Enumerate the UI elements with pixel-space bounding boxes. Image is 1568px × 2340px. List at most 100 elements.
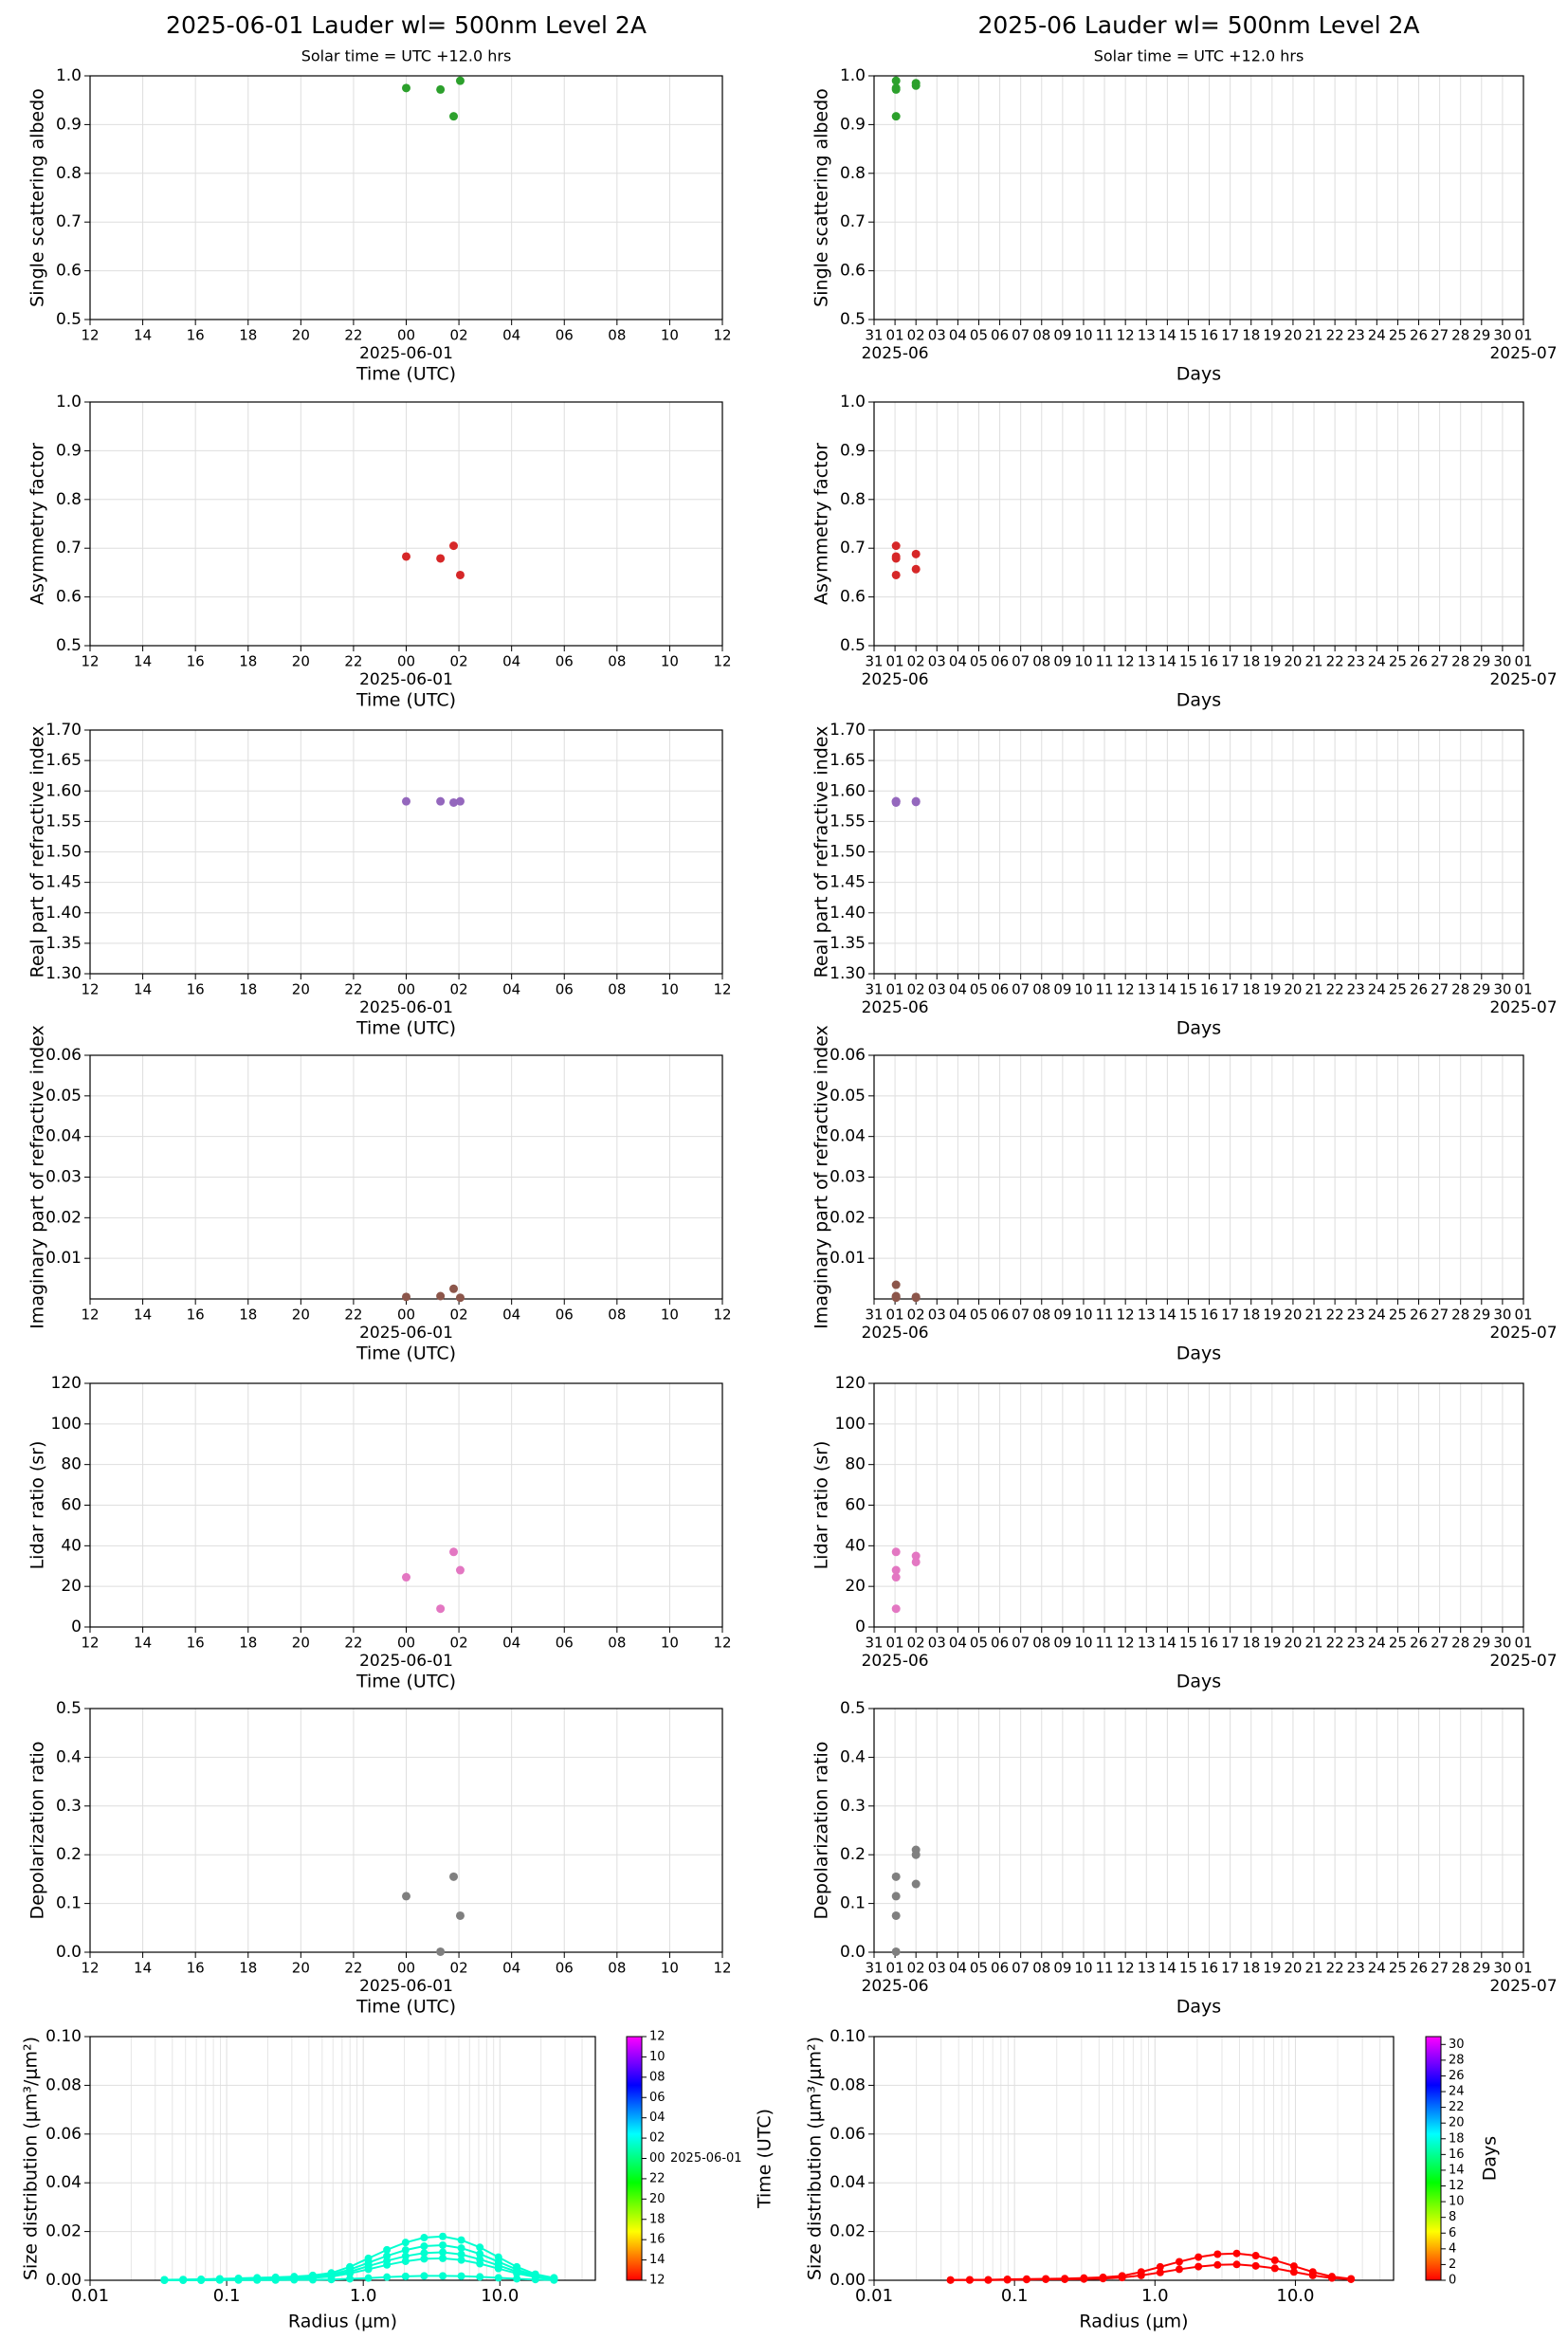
colorbar-tick-label: 06: [649, 2091, 665, 2105]
x-tick-label: 29: [1472, 981, 1490, 998]
x-tick-label: 16: [187, 1960, 205, 1977]
y-tick-label: 0.0: [56, 1943, 82, 1962]
x-tick-label: 16: [1200, 1307, 1218, 1324]
x-tick-label: 18: [239, 327, 257, 344]
x-tick-label: 04: [949, 1307, 967, 1324]
colorbar-tick-label: 10: [649, 2050, 665, 2064]
colorbar-label: Time (UTC): [755, 2109, 775, 2209]
point: [1194, 2262, 1203, 2271]
point: [476, 2250, 484, 2258]
x-tick-label: 05: [970, 1635, 988, 1652]
x-tick-label: 26: [1410, 1307, 1428, 1324]
point: [1156, 2262, 1164, 2271]
x-axis-label: Days: [1176, 1997, 1221, 2018]
colorbar-tick-label: 24: [1449, 2085, 1465, 2099]
y-axis-label: Single scattering albedo: [811, 88, 832, 307]
y-tick-label: 0.6: [56, 588, 82, 607]
point: [1099, 2275, 1107, 2283]
y-tick-label: 0.6: [840, 588, 866, 607]
x-tick-label: 03: [928, 981, 946, 998]
plot-frame: [89, 1708, 723, 1953]
x-tick-label: 20: [292, 1307, 310, 1324]
x-tick-label: 16: [1200, 981, 1218, 998]
x-tick-label: 28: [1451, 1635, 1469, 1652]
x-tick-label: 27: [1431, 327, 1449, 344]
y-tick-label: 120: [51, 1374, 82, 1393]
point: [891, 1910, 901, 1920]
x-tick-label: 10: [661, 653, 679, 670]
x-date-label: 2025-06: [862, 1652, 929, 1671]
x-tick-label: 09: [1053, 1960, 1071, 1977]
point: [383, 2273, 392, 2281]
x-tick-label: 24: [1368, 981, 1386, 998]
x-tick-label: 08: [608, 981, 626, 998]
x-tick-label: 12: [713, 1307, 731, 1324]
plot-frame: [89, 75, 723, 320]
x-tick-label: 02: [907, 1635, 925, 1652]
point: [494, 2264, 502, 2273]
colorbar-tick-label: 00: [649, 2151, 665, 2166]
colorbar-tick-label: 26: [1449, 2069, 1465, 2083]
x-tick-label: 31: [865, 1635, 883, 1652]
y-tick-label: 0.2: [56, 1845, 82, 1864]
y-tick-label: 1.35: [830, 934, 866, 953]
x-date-label: 2025-06-01: [359, 998, 453, 1017]
colorbar-tick-label: 14: [649, 2253, 665, 2267]
chart-subtitle: Solar time = UTC +12.0 hrs: [301, 47, 512, 65]
x-tick-label: 17: [1221, 327, 1239, 344]
point: [1137, 2271, 1145, 2279]
x-tick-label: 00: [397, 1960, 415, 1977]
y-tick-label: 0.02: [46, 2222, 82, 2241]
x-tick-label: 15: [1179, 1960, 1197, 1977]
x-tick-label: 01: [886, 653, 904, 670]
plot-frame: [873, 1382, 1524, 1628]
point: [891, 554, 901, 563]
x-tick-label: 17: [1221, 1635, 1239, 1652]
x-tick-label: 31: [865, 327, 883, 344]
x-tick-label: 16: [187, 1307, 205, 1324]
x-tick-label: 16: [187, 653, 205, 670]
x-date-label: 2025-06-01: [359, 670, 453, 689]
x-tick-label: 30: [1493, 327, 1511, 344]
y-tick-label: 0.02: [830, 2222, 866, 2241]
x-tick-label: 22: [1326, 653, 1344, 670]
point: [449, 1547, 459, 1557]
plot-frame: [873, 2036, 1395, 2281]
y-tick-label: 0.2: [840, 1845, 866, 1864]
x-tick-label: 17: [1221, 1960, 1239, 1977]
x-tick-label: 22: [344, 1635, 362, 1652]
point: [449, 797, 459, 807]
colorbar-tick-label: 12: [649, 2274, 665, 2288]
point: [439, 2254, 447, 2262]
x-tick-label: 09: [1053, 981, 1071, 998]
chart-title: 2025-06 Lauder wl= 500nm Level 2A: [977, 11, 1419, 39]
x-tick-label: 27: [1431, 1960, 1449, 1977]
x-tick-label: 01: [886, 1635, 904, 1652]
x-tick-label: 20: [292, 1960, 310, 1977]
y-axis-label: Size distribution (μm³/μm²): [21, 2037, 42, 2280]
y-tick-label: 0.5: [56, 1699, 82, 1718]
y-tick-label: 0.06: [46, 2125, 82, 2144]
y-tick-label: 1.50: [46, 843, 82, 862]
x-tick-label: 15: [1179, 653, 1197, 670]
point: [891, 1947, 901, 1956]
x-tick-label: 0.01: [71, 2286, 109, 2306]
plot-frame: [89, 401, 723, 647]
y-tick-label: 0.0: [840, 1943, 866, 1962]
x-tick-label: 06: [556, 981, 574, 998]
colorbar-label: Days: [1480, 2136, 1501, 2181]
x-tick-label: 20: [1284, 981, 1302, 998]
x-tick-label: 18: [239, 653, 257, 670]
point: [965, 2276, 974, 2284]
y-tick-label: 0.10: [46, 2027, 82, 2046]
x-tick-label: 12: [713, 1635, 731, 1652]
y-tick-label: 1.0: [840, 393, 866, 411]
x-tick-label: 05: [970, 327, 988, 344]
y-tick-label: 0.5: [840, 1699, 866, 1718]
y-tick-label: 1.55: [830, 812, 866, 831]
x-tick-label: 00: [397, 653, 415, 670]
point: [494, 2274, 502, 2282]
x-date-label: 2025-06: [862, 1977, 929, 1996]
point: [449, 1872, 459, 1881]
y-tick-label: 100: [51, 1415, 82, 1434]
